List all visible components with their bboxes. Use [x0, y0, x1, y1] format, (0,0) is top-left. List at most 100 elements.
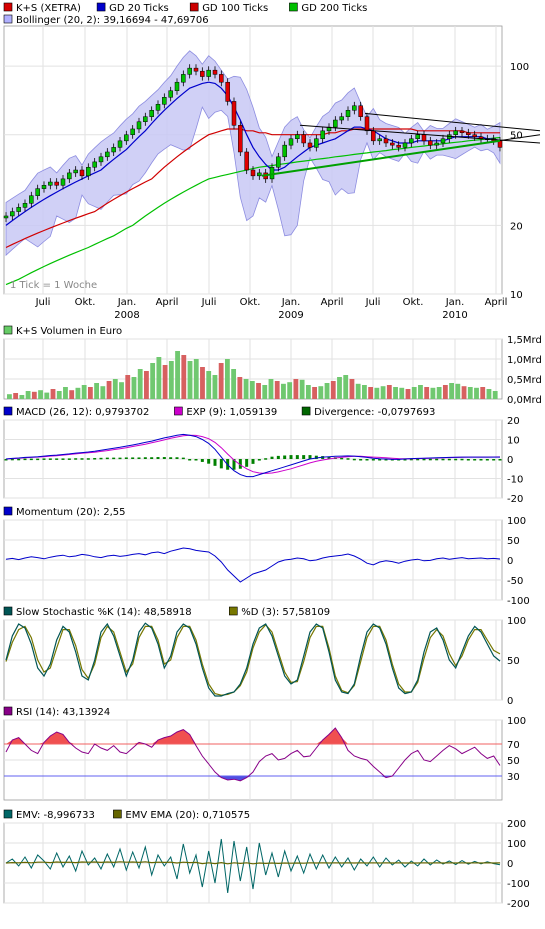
volume-bar — [361, 385, 367, 399]
y-tick-label: -50 — [507, 576, 523, 587]
volume-bar — [324, 383, 330, 399]
candle-body — [162, 97, 167, 105]
candle-body — [143, 116, 148, 123]
volume-bar — [480, 387, 486, 399]
y-tick-label: -10 — [507, 475, 523, 486]
divergence-bar — [403, 459, 407, 461]
x-tick-label: April — [485, 297, 508, 308]
legend-label: MACD (26, 12): 0,9793702 — [16, 407, 149, 418]
candle-body — [301, 134, 306, 144]
trendline-upper — [364, 112, 541, 132]
volume-bar — [442, 385, 448, 399]
divergence-bar — [4, 459, 8, 461]
candle-body — [155, 104, 161, 111]
legend-swatch — [113, 809, 122, 819]
y-tick-label: 100 — [507, 516, 526, 527]
candle-body — [421, 134, 427, 142]
candle-body — [428, 140, 433, 146]
legend-swatch — [229, 606, 238, 616]
candle-body — [117, 140, 123, 148]
y-tick-label: 20 — [510, 221, 523, 232]
emv-line — [5, 838, 501, 894]
candle-body — [434, 142, 439, 146]
x-tick-label: Okt. — [75, 297, 96, 308]
candle-body — [48, 181, 53, 186]
y-tick-label: 50 — [507, 756, 520, 767]
divergence-bar — [143, 457, 147, 459]
y-tick-label: 30 — [507, 772, 520, 783]
volume-bar — [218, 363, 224, 399]
y-tick-label: 200 — [507, 819, 526, 830]
candle-body — [453, 130, 458, 135]
legend-label: %D (3): 57,58109 — [241, 607, 330, 618]
volume-bar — [281, 383, 286, 399]
candle-body — [390, 142, 395, 146]
divergence-bar — [188, 459, 192, 461]
volume-bar — [106, 381, 112, 399]
y-tick-label: 70 — [507, 740, 520, 751]
volume-bar — [75, 387, 81, 399]
legend-swatch — [3, 706, 13, 716]
volume-bar — [156, 357, 162, 399]
legend-swatch — [3, 406, 13, 416]
divergence-bar — [302, 455, 306, 459]
legend-swatch — [3, 506, 13, 516]
candle-body — [320, 130, 325, 140]
volume-bar — [50, 389, 56, 399]
y-tick-label: -20 — [507, 494, 523, 505]
divergence-bar — [416, 458, 420, 461]
volume-bar — [131, 377, 137, 399]
candle-body — [92, 161, 97, 168]
legend-swatch — [3, 14, 13, 24]
candle-body — [193, 67, 199, 72]
candle-body — [86, 166, 91, 177]
legend-label: EXP (9): 1,059139 — [186, 407, 277, 418]
volume-bar — [19, 395, 25, 399]
y-tick-label: 0,5Mrd — [507, 375, 542, 386]
legend-swatch — [96, 2, 106, 12]
volume-bar — [25, 391, 31, 399]
divergence-bar — [435, 458, 439, 461]
volume-bar — [305, 385, 311, 399]
legend-label: K+S Volumen in Euro — [16, 326, 122, 337]
volume-bar — [436, 387, 442, 399]
emv-ema-line — [5, 861, 501, 865]
volume-bar — [380, 386, 386, 399]
volume-bar — [112, 379, 118, 399]
legend-swatch — [174, 406, 183, 416]
volume-bar — [81, 385, 87, 399]
candle-body — [67, 172, 72, 180]
volume-bar — [262, 385, 268, 399]
volume-bar — [268, 379, 274, 399]
divergence-bar — [156, 457, 160, 459]
candle-body — [276, 156, 281, 168]
year-label: 2008 — [114, 310, 139, 321]
legend-swatch — [289, 2, 298, 12]
candle-body — [225, 81, 230, 102]
rsi-line — [5, 727, 501, 782]
volume-bar — [374, 387, 380, 399]
candle-body — [257, 172, 262, 177]
divergence-bar — [42, 458, 46, 460]
candle-body — [352, 105, 357, 111]
candle-body — [105, 151, 110, 158]
divergence-bar — [67, 458, 71, 460]
volume-bar — [193, 359, 199, 399]
divergence-bar — [378, 459, 382, 461]
volume-bar — [175, 351, 180, 399]
legend-swatch — [3, 325, 13, 335]
volume-bar — [274, 381, 280, 399]
sma100-line — [5, 128, 500, 249]
divergence-bar — [207, 459, 211, 464]
candle-body — [60, 178, 66, 186]
y-tick-label: 0,0Mrd — [507, 395, 542, 406]
volume-bar — [386, 385, 392, 399]
candle-body — [130, 128, 135, 135]
candle-body — [168, 90, 173, 98]
legend-label: K+S (XETRA) — [16, 3, 81, 14]
divergence-bar — [99, 457, 103, 460]
volume-bar — [343, 375, 349, 399]
bollinger-label: Bollinger (20, 2): 39,16694 - 47,69706 — [16, 15, 209, 26]
volume-bar — [330, 381, 336, 399]
candle-body — [358, 105, 363, 117]
